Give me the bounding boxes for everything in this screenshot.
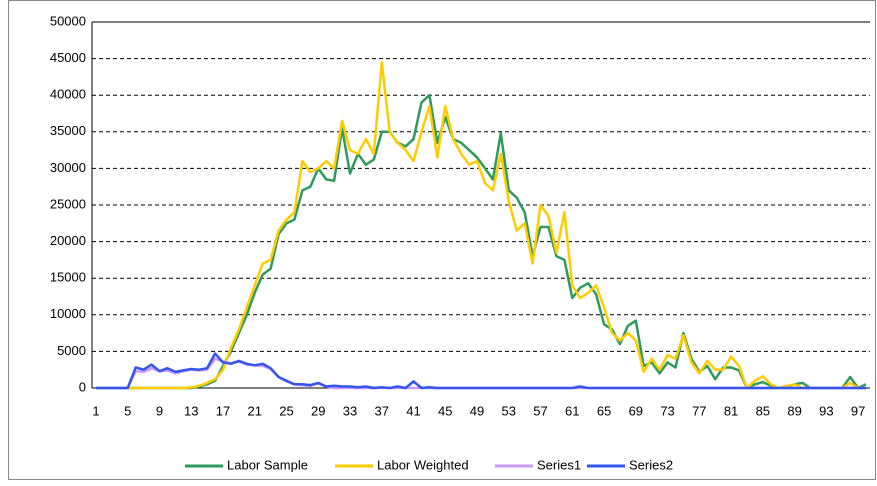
legend-label: Labor Sample bbox=[227, 457, 308, 472]
y-tick-label: 15000 bbox=[50, 270, 86, 285]
y-tick-label: 5000 bbox=[57, 343, 86, 358]
x-tick-label: 25 bbox=[279, 403, 293, 418]
y-tick-label: 45000 bbox=[50, 50, 86, 65]
x-tick-label: 57 bbox=[533, 403, 547, 418]
x-tick-label: 1 bbox=[92, 403, 99, 418]
x-tick-label: 73 bbox=[660, 403, 674, 418]
x-tick-label: 93 bbox=[819, 403, 833, 418]
y-tick-label: 50000 bbox=[50, 13, 86, 28]
y-tick-label: 35000 bbox=[50, 123, 86, 138]
y-tick-label: 0 bbox=[79, 379, 86, 394]
x-tick-label: 37 bbox=[375, 403, 389, 418]
chart-frame bbox=[8, 0, 876, 480]
x-tick-label: 45 bbox=[438, 403, 452, 418]
y-tick-label: 25000 bbox=[50, 196, 86, 211]
x-tick-label: 29 bbox=[311, 403, 325, 418]
y-tick-label: 20000 bbox=[50, 233, 86, 248]
x-tick-label: 53 bbox=[502, 403, 516, 418]
y-tick-label: 40000 bbox=[50, 87, 86, 102]
x-tick-label: 33 bbox=[343, 403, 357, 418]
legend-label: Series1 bbox=[537, 457, 581, 472]
x-tick-label: 89 bbox=[787, 403, 801, 418]
legend-label: Series2 bbox=[629, 457, 673, 472]
y-tick-label: 30000 bbox=[50, 160, 86, 175]
x-tick-label: 85 bbox=[756, 403, 770, 418]
x-tick-label: 21 bbox=[248, 403, 262, 418]
x-tick-label: 13 bbox=[184, 403, 198, 418]
x-tick-label: 69 bbox=[629, 403, 643, 418]
x-tick-label: 9 bbox=[156, 403, 163, 418]
series-line bbox=[96, 61, 866, 390]
x-tick-label: 77 bbox=[692, 403, 706, 418]
series-line bbox=[96, 352, 866, 390]
x-tick-label: 81 bbox=[724, 403, 738, 418]
x-tick-label: 49 bbox=[470, 403, 484, 418]
x-tick-label: 17 bbox=[216, 403, 230, 418]
x-tick-label: 97 bbox=[851, 403, 865, 418]
y-tick-label: 10000 bbox=[50, 306, 86, 321]
x-tick-label: 5 bbox=[124, 403, 131, 418]
x-tick-label: 41 bbox=[406, 403, 420, 418]
x-tick-label: 61 bbox=[565, 403, 579, 418]
x-tick-label: 65 bbox=[597, 403, 611, 418]
legend-label: Labor Weighted bbox=[377, 457, 469, 472]
